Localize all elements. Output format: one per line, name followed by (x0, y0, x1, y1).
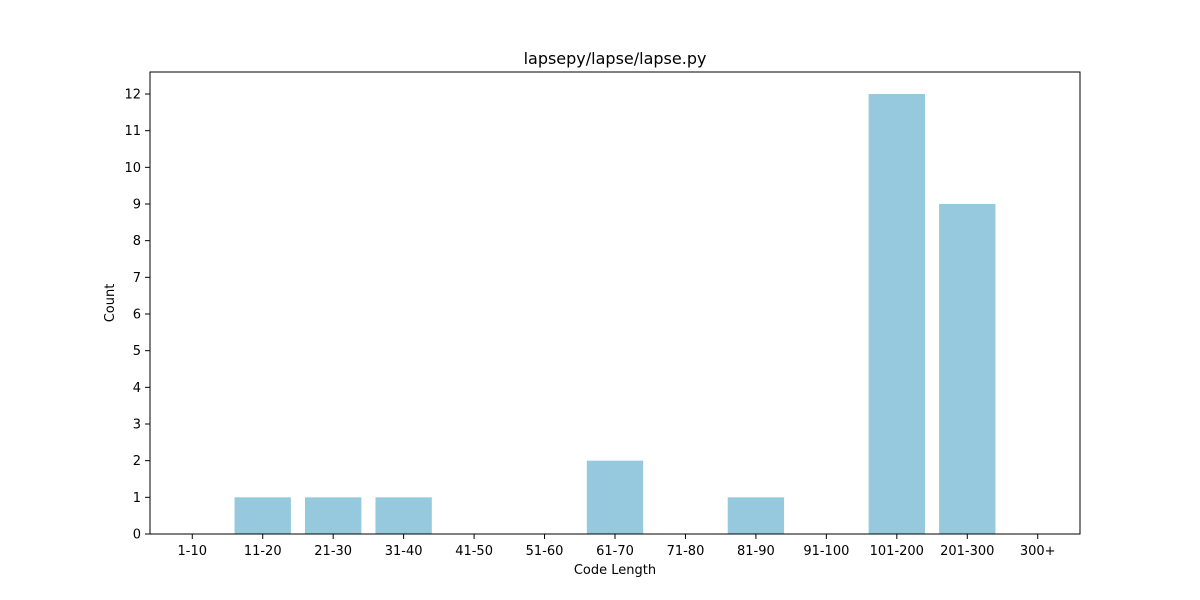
plot-frame (149, 71, 1081, 535)
y-axis-label: Count (103, 284, 118, 323)
x-tick-label: 21-30 (314, 544, 352, 559)
bar-201-300 (939, 204, 996, 534)
y-tick-label: 4 (133, 381, 141, 396)
x-tick-label: 201-300 (940, 544, 994, 559)
bars (234, 94, 996, 534)
y-tick-label: 5 (133, 344, 141, 359)
y-tick-label: 3 (133, 418, 141, 433)
x-tick-label: 51-60 (526, 544, 564, 559)
x-tick-label: 11-20 (244, 544, 282, 559)
y-tick-label: 6 (133, 308, 141, 323)
x-axis: 1-10 11-20 21-30 31-40 41-50 51-60 61-70 71-80 8… (178, 534, 1056, 559)
y-tick-label: 9 (133, 198, 141, 213)
y-tick-label: 1 (133, 491, 141, 506)
x-tick-label: 300+ (1020, 544, 1056, 559)
bar-101-200 (868, 94, 925, 534)
x-tick-label: 71-80 (667, 544, 705, 559)
bar-61-70 (586, 460, 644, 534)
x-tick-label: 101-200 (870, 544, 924, 559)
x-tick-label: 61-70 (596, 544, 634, 559)
x-tick-label: 31-40 (385, 544, 423, 559)
y-tick-label: 2 (133, 454, 141, 469)
bar-31-40 (375, 497, 432, 534)
chart-title: lapsepy/lapse/lapse.py (524, 49, 707, 68)
y-tick-label: 0 (133, 528, 141, 543)
y-tick-label: 8 (133, 234, 141, 249)
y-tick-label: 10 (124, 161, 141, 176)
x-tick-label: 41-50 (455, 544, 493, 559)
x-tick-label: 91-100 (803, 544, 849, 559)
x-tick-label: 81-90 (737, 544, 775, 559)
x-axis-label: Code Length (574, 563, 656, 578)
y-tick-label: 7 (133, 271, 141, 286)
bar-11-20 (234, 497, 291, 534)
y-tick-label: 11 (124, 124, 141, 139)
y-tick-label: 12 (124, 88, 141, 103)
bar-21-30 (305, 497, 362, 534)
x-tick-label: 1-10 (178, 544, 208, 559)
bar-81-90 (727, 497, 785, 534)
